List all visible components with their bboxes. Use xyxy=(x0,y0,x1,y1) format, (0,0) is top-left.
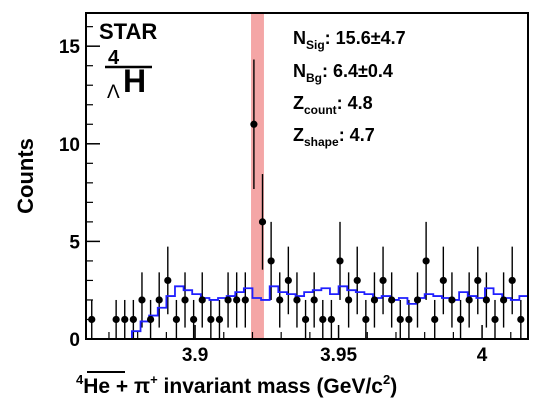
particle-base: H xyxy=(123,63,146,99)
y-tick-label: 15 xyxy=(59,37,81,58)
particle-mass-number: 4 xyxy=(108,47,120,69)
data-point xyxy=(164,276,172,285)
y-tick-label: 5 xyxy=(69,232,80,253)
data-point xyxy=(172,315,181,324)
data-point xyxy=(319,315,327,324)
data-point xyxy=(327,315,335,324)
annotation-zshape: Zshape: 4.7 xyxy=(293,125,375,149)
data-point xyxy=(138,296,146,304)
y-axis-label: Counts xyxy=(13,138,38,214)
data-point xyxy=(336,257,344,265)
y-tick-label: 0 xyxy=(69,330,80,351)
data-point xyxy=(284,276,292,285)
data-point xyxy=(508,276,516,285)
data-points xyxy=(88,120,525,324)
data-point xyxy=(370,296,379,304)
data-point xyxy=(396,315,404,324)
data-point xyxy=(250,120,258,128)
particle-subscript: Λ xyxy=(107,82,120,103)
fit-annotations: NSig: 15.6±4.7 NBg: 6.4±0.4 Zcount: 4.8 … xyxy=(293,28,406,149)
background-histogram-line xyxy=(131,285,528,339)
annotation-zcount: Zcount: 4.8 xyxy=(293,93,373,117)
data-point xyxy=(491,315,499,324)
axis-ticks xyxy=(86,26,512,340)
data-point xyxy=(190,315,198,324)
data-point xyxy=(456,315,465,324)
data-point xyxy=(405,315,413,324)
data-point xyxy=(146,315,155,324)
data-point xyxy=(310,296,318,304)
data-point xyxy=(353,276,361,285)
experiment-label: STAR xyxy=(99,19,157,44)
x-label-text: 4He + π+ invariant mass (GeV/c2) xyxy=(76,372,397,398)
data-point xyxy=(241,296,249,304)
data-point xyxy=(267,257,275,265)
annotation-nbg: NBg: 6.4±0.4 xyxy=(293,61,393,85)
background-histogram xyxy=(131,285,528,339)
plot-frame xyxy=(85,12,529,340)
data-point xyxy=(362,315,370,324)
data-point xyxy=(465,296,473,304)
x-tick-label: 3.9 xyxy=(182,345,208,366)
data-point xyxy=(276,296,284,304)
data-point xyxy=(301,315,310,324)
data-point xyxy=(181,296,189,304)
axis-tick-labels: 3.9 3.95 4 0 5 10 15 xyxy=(59,37,488,366)
data-point xyxy=(379,276,387,285)
data-point xyxy=(198,296,206,304)
data-point xyxy=(224,296,232,304)
data-point xyxy=(293,296,301,304)
data-point xyxy=(233,296,241,304)
annotation-nsig: NSig: 15.6±4.7 xyxy=(293,28,406,52)
data-point xyxy=(388,296,396,304)
x-tick-label: 4 xyxy=(477,345,488,366)
data-point xyxy=(517,315,525,324)
data-point xyxy=(474,276,482,285)
data-point xyxy=(258,218,267,226)
data-point xyxy=(448,296,456,304)
data-point xyxy=(112,315,120,324)
data-point xyxy=(500,296,508,304)
data-point xyxy=(155,296,163,304)
data-point xyxy=(345,296,353,304)
data-point xyxy=(215,315,224,324)
data-point xyxy=(482,296,490,304)
data-point xyxy=(439,276,447,285)
data-point xyxy=(431,315,439,324)
data-point xyxy=(129,315,137,324)
particle-symbol: 4 Λ H xyxy=(105,47,152,103)
data-point xyxy=(422,257,430,265)
y-tick-label: 10 xyxy=(59,135,80,156)
x-tick-label: 3.95 xyxy=(320,345,357,366)
data-point xyxy=(207,315,215,324)
x-axis-label: 4He + π+ invariant mass (GeV/c2) xyxy=(76,371,397,398)
data-point xyxy=(413,296,422,304)
data-point xyxy=(121,315,129,324)
